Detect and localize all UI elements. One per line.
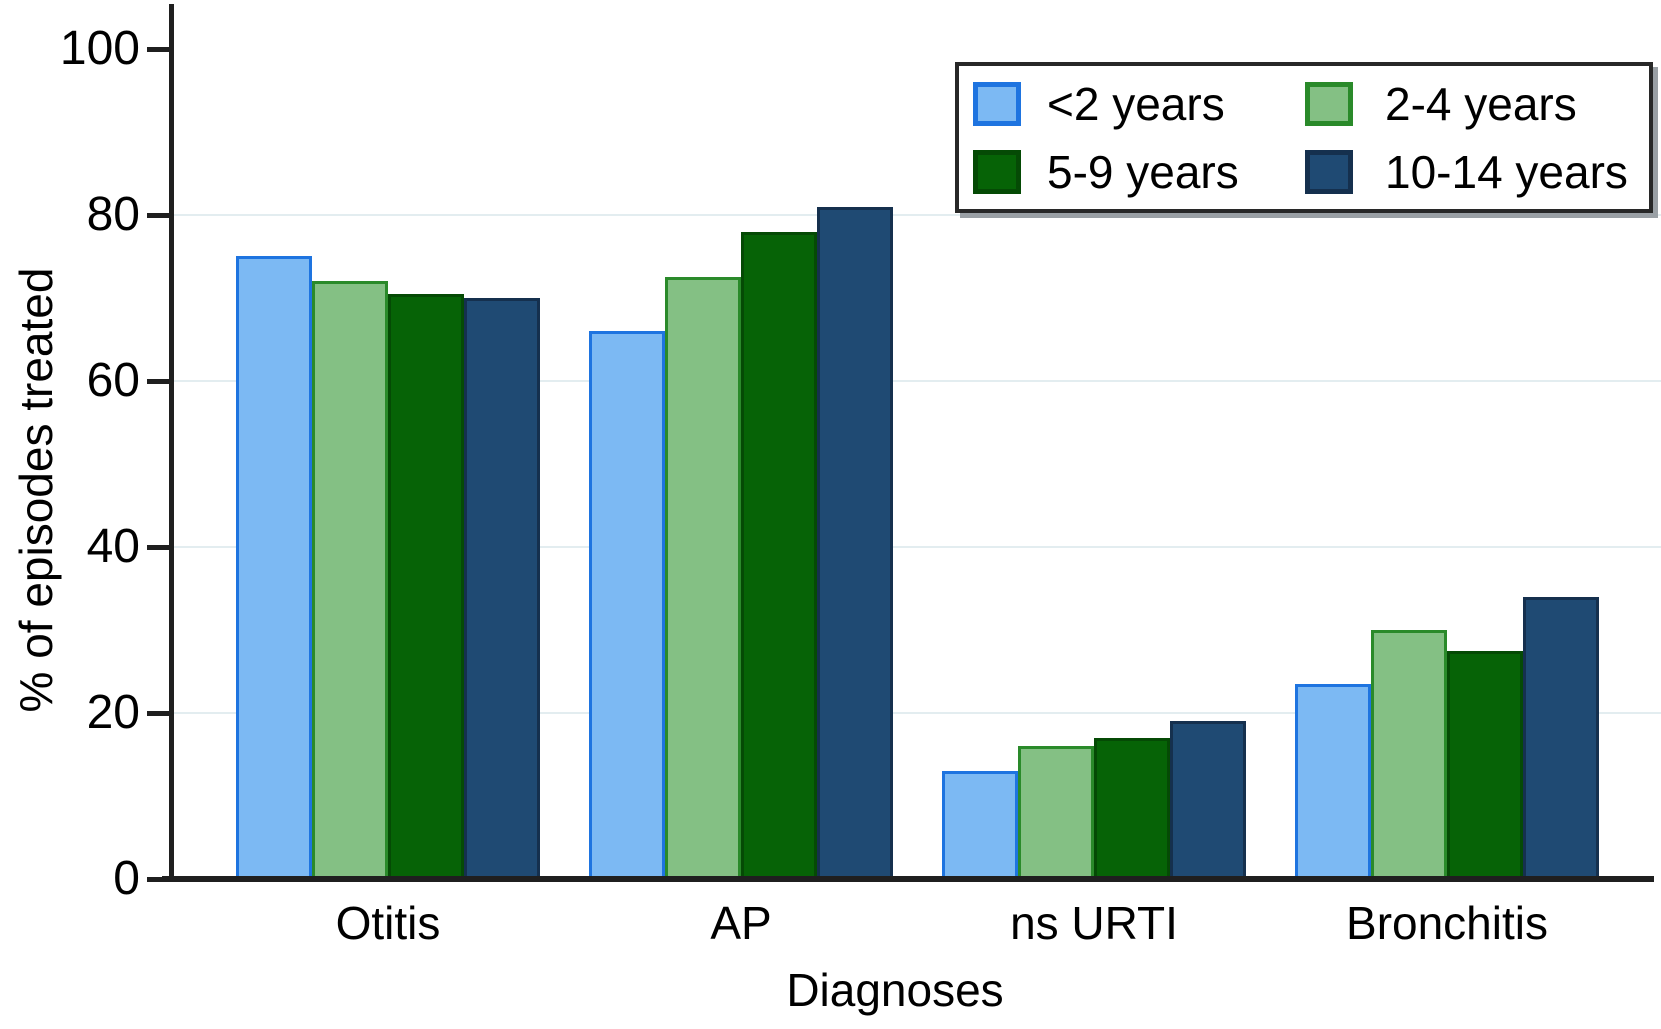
x-axis-title: Diagnoses	[786, 964, 1004, 1016]
bar-bronchitis-5-9-years	[1447, 651, 1523, 879]
y-tick-label-20: 20	[86, 686, 140, 739]
legend-swatch-10-14-years	[1305, 150, 1353, 194]
x-category-label-ns-urti: ns URTI	[1010, 897, 1178, 949]
legend: <2 years 2-4 years 5-9 years 10-14 years	[955, 62, 1653, 213]
y-tick-80	[147, 213, 173, 218]
bar-bronchitis-10-14-years	[1523, 597, 1599, 879]
bar-bronchitis-2-4-years	[1371, 630, 1447, 879]
bar-ap-2-4-years	[665, 277, 741, 879]
gridline-40	[173, 546, 1661, 548]
legend-label-10-14-years: 10-14 years	[1385, 146, 1628, 198]
bar-ap-2-years	[589, 331, 665, 879]
y-tick-20	[147, 711, 173, 716]
bar-ns-urti-2-4-years	[1018, 746, 1094, 879]
gridline-20	[173, 712, 1661, 714]
x-category-label-otitis: Otitis	[335, 897, 441, 949]
legend-swatch-5-9-years	[973, 150, 1021, 194]
bar-otitis-10-14-years	[464, 298, 540, 879]
y-tick-label-100: 100	[59, 22, 140, 75]
y-tick-40	[147, 545, 173, 550]
bar-bronchitis-2-years	[1295, 684, 1371, 879]
y-tick-60	[147, 379, 173, 384]
y-tick-label-0: 0	[113, 852, 140, 905]
y-tick-label-40: 40	[86, 520, 140, 573]
legend-swatch-2-4-years	[1305, 82, 1353, 126]
x-category-label-ap: AP	[710, 897, 772, 949]
y-axis-line	[169, 4, 174, 882]
legend-label-5-9-years: 5-9 years	[1047, 146, 1239, 198]
x-category-label-bronchitis: Bronchitis	[1346, 897, 1548, 949]
gridline-60	[173, 380, 1661, 382]
y-tick-0	[147, 877, 173, 882]
bar-ap-10-14-years	[817, 207, 893, 879]
bar-ns-urti-5-9-years	[1094, 738, 1170, 879]
y-tick-label-60: 60	[86, 354, 140, 407]
bar-otitis-2-4-years	[312, 281, 388, 879]
gridline-80	[173, 214, 1661, 216]
legend-swatch-2-years	[973, 82, 1021, 126]
bar-ap-5-9-years	[741, 232, 817, 879]
y-tick-label-80: 80	[86, 188, 140, 241]
bar-ns-urti-10-14-years	[1170, 721, 1246, 879]
y-tick-100	[147, 47, 173, 52]
legend-label-2-4-years: 2-4 years	[1385, 78, 1577, 130]
y-axis-title: % of episodes treated	[10, 267, 62, 713]
x-axis-line	[162, 876, 1654, 882]
legend-label-2-years: <2 years	[1047, 78, 1225, 130]
